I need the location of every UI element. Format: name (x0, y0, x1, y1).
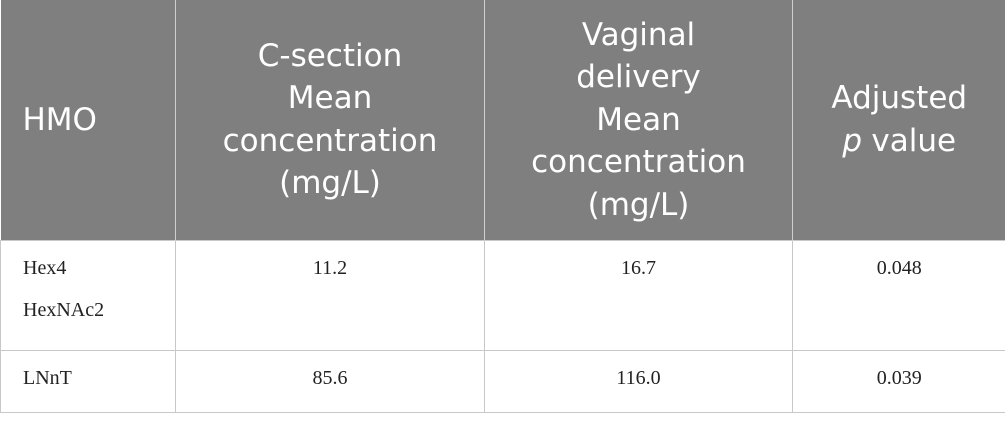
header-line: (mg/L) (587, 186, 690, 223)
header-row: HMO C-section Mean concentration (mg/L) Vagin… (0, 0, 1005, 240)
cell-value: 85.6 (312, 366, 348, 389)
cell-value: 11.2 (312, 256, 348, 279)
header-line: Vaginal (581, 16, 696, 53)
table-cell: 85.6 (175, 349, 485, 413)
table-cell: 116.0 (484, 349, 793, 413)
header-line: p value (801, 120, 998, 163)
table-cell: 11.2 (175, 239, 485, 351)
header-line: C-section (257, 37, 403, 74)
header-text: p (842, 122, 863, 159)
cell-value: 16.7 (621, 256, 656, 279)
header-line: delivery (576, 59, 701, 95)
table-cell: 0.048 (792, 239, 1005, 351)
header-cell: Vaginal delivery Mean concentration (mg/L) (484, 0, 793, 240)
table-row: Hex4 HexNAc2 11.2 16.7 0.048 (0, 239, 1005, 351)
cell-value: 116.0 (616, 366, 661, 389)
table-body: Hex4 HexNAc2 11.2 16.7 0.048 LNnT 85.6 116.0 0.… (0, 239, 1005, 413)
table-cell: 16.7 (484, 239, 793, 351)
cell-value: 0.039 (876, 366, 922, 389)
data-table: HMO C-section Mean concentration (mg/L) Vagin… (0, 0, 1005, 413)
header-text: value (871, 122, 957, 159)
table-cell: 0.039 (792, 349, 1005, 413)
header-line: (mg/L) (279, 165, 381, 202)
table-cell: Hex4 HexNAc2 (0, 239, 176, 351)
header-line: Adjusted (831, 80, 968, 117)
header-cell: C-section Mean concentration (mg/L) (175, 0, 485, 240)
header-cell: HMO (0, 0, 176, 240)
header-line: Mean (287, 80, 373, 117)
cell-value: 0.048 (876, 256, 922, 279)
table-cell: LNnT (0, 349, 176, 413)
header-line: concentration (531, 144, 746, 180)
row-label: Hex4 HexNAc2 (23, 256, 105, 321)
header-cell: Adjusted p value (792, 0, 1005, 240)
header-line: HMO (22, 101, 97, 138)
header-line: Mean (596, 101, 681, 138)
header-line: concentration (222, 122, 438, 159)
row-label: LNnT (23, 366, 72, 389)
table-row: LNnT 85.6 116.0 0.039 (0, 349, 1005, 413)
